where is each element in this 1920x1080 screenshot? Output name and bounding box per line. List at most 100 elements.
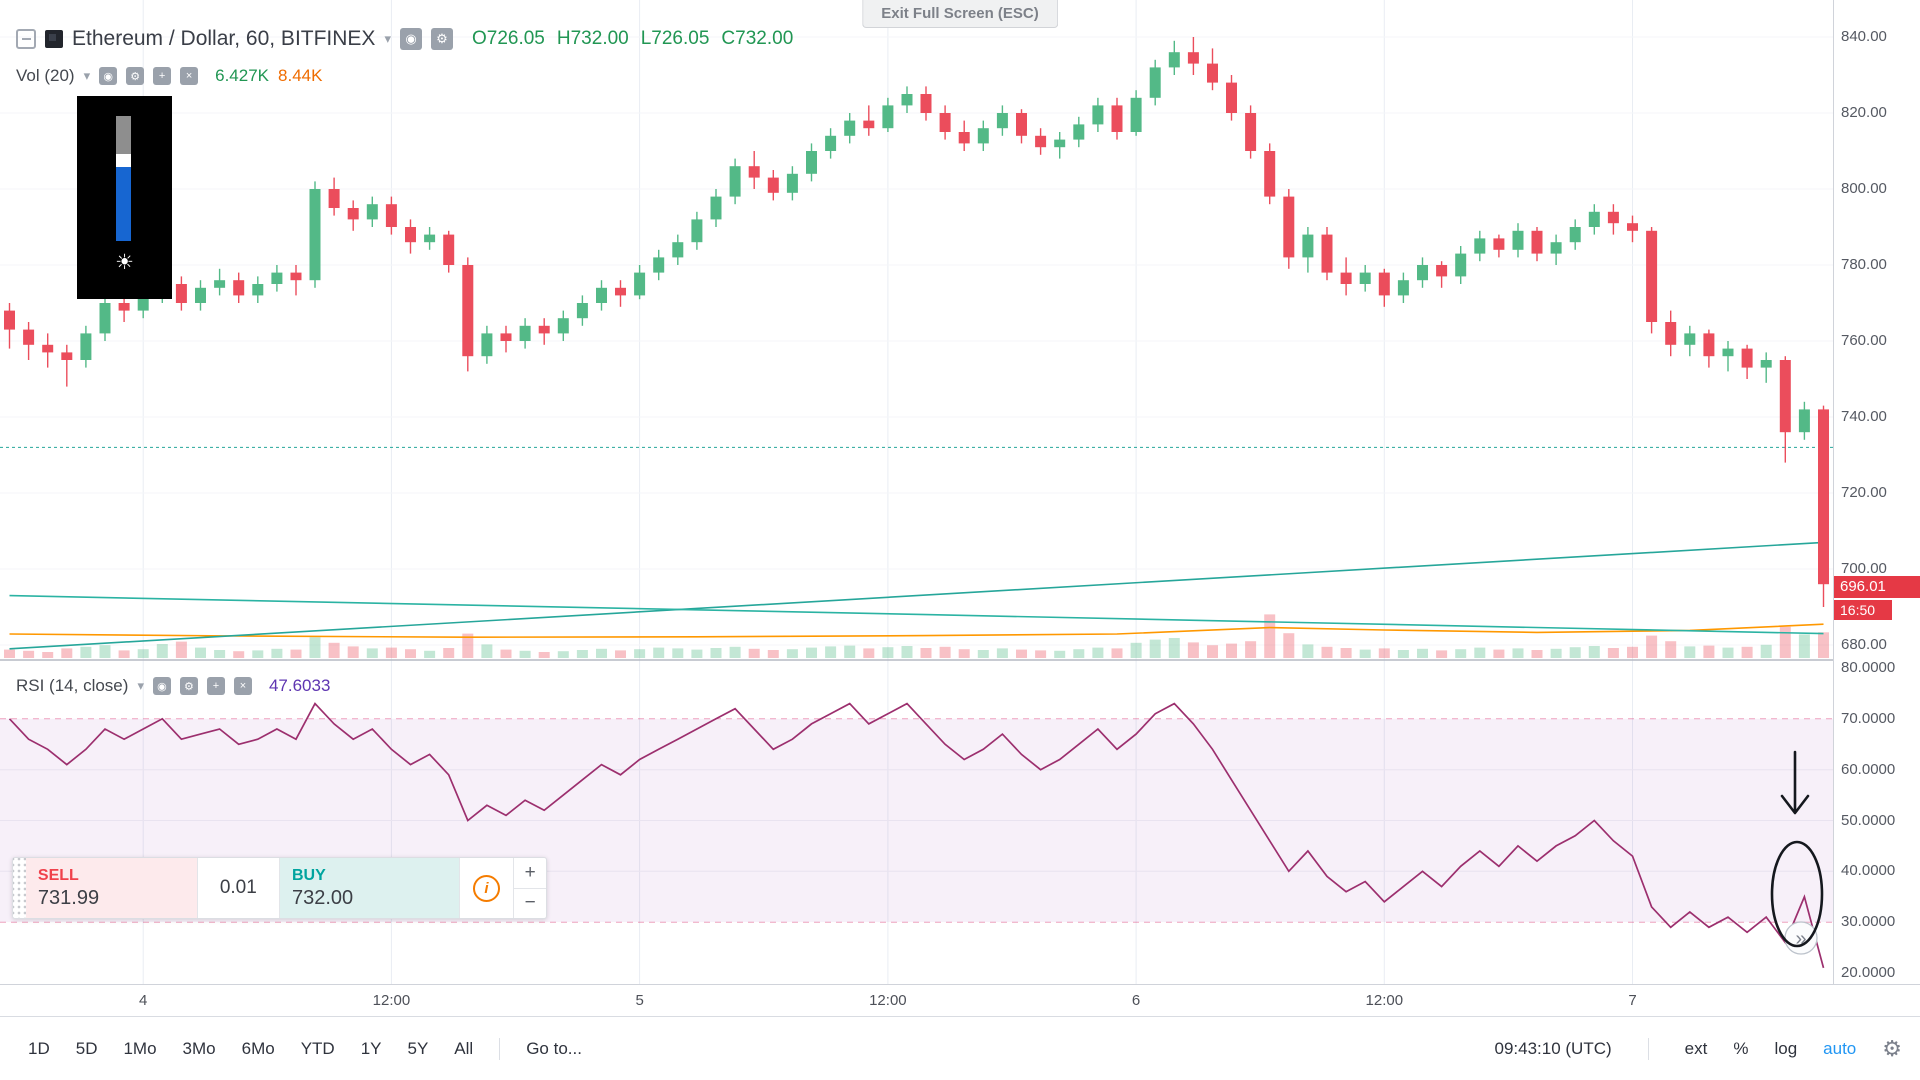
time-axis-label: 7 xyxy=(1628,992,1637,1009)
slider-segment-gray xyxy=(116,116,131,154)
slider-thumb[interactable] xyxy=(116,154,131,167)
goto-button[interactable]: Go to... xyxy=(526,1038,582,1058)
eye-icon[interactable]: ◉ xyxy=(152,677,171,695)
log-toggle[interactable]: log xyxy=(1774,1038,1798,1058)
ellipse-drawing xyxy=(1770,840,1824,948)
ext-toggle[interactable]: ext xyxy=(1684,1038,1708,1058)
range-button-1Mo[interactable]: 1Mo xyxy=(123,1038,157,1058)
range-button-1D[interactable]: 1D xyxy=(28,1038,50,1058)
sell-price: 731.99 xyxy=(37,886,100,909)
ohlc-open: O726.05 xyxy=(471,28,545,49)
symbol-title[interactable]: Ethereum / Dollar, 60, BITFINEX xyxy=(72,27,376,50)
info-icon: i xyxy=(472,874,500,902)
brightness-icon[interactable]: ☀ xyxy=(115,251,134,274)
slider-segment-blue xyxy=(116,167,131,241)
time-axis[interactable]: 4 12:00 5 12:00 6 12:00 7 xyxy=(0,984,1920,1016)
buy-price: 732.00 xyxy=(292,886,354,909)
clock[interactable]: 09:43:10 (UTC) xyxy=(1494,1038,1612,1058)
gear-icon[interactable]: ⚙ xyxy=(430,28,453,50)
chevron-down-icon[interactable]: ▾ xyxy=(384,31,391,46)
range-button-5Y[interactable]: 5Y xyxy=(407,1038,429,1058)
sell-label: SELL xyxy=(37,866,79,884)
time-axis-label: 12:00 xyxy=(372,992,411,1009)
rsi-line xyxy=(8,702,1825,969)
volume-indicator-label[interactable]: Vol (20) xyxy=(16,66,75,85)
volume-ma-value: 8.44K xyxy=(278,66,323,85)
range-button-YTD[interactable]: YTD xyxy=(300,1038,335,1058)
ohlc-low: L726.05 xyxy=(640,28,710,49)
trade-panel: SELL 731.99 0.01 BUY 732.00 i + − xyxy=(12,857,547,919)
range-button-1Y[interactable]: 1Y xyxy=(360,1038,382,1058)
sell-button[interactable]: SELL 731.99 xyxy=(25,858,197,918)
close-icon[interactable]: × xyxy=(180,67,199,85)
instrument-icon xyxy=(45,30,63,48)
grid xyxy=(0,0,1833,984)
ohlc-close: C732.00 xyxy=(721,28,794,49)
range-button-6Mo[interactable]: 6Mo xyxy=(241,1038,275,1058)
auto-toggle[interactable]: auto xyxy=(1823,1038,1857,1058)
volume-ma-line xyxy=(9,623,1824,639)
range-switcher: 1D 5D 1Mo 3Mo 6Mo YTD 1Y 5Y All Go to... xyxy=(18,1033,592,1065)
collapse-pane-button[interactable] xyxy=(16,29,36,49)
drag-handle[interactable] xyxy=(13,858,26,918)
eye-icon[interactable]: ◉ xyxy=(99,67,118,85)
chevron-down-icon[interactable]: ▾ xyxy=(137,678,144,693)
ohlc-readout: O726.05 H732.00 L726.05 C732.00 xyxy=(472,28,793,50)
separator xyxy=(1647,1037,1649,1060)
quantity-field[interactable]: 0.01 xyxy=(196,858,280,918)
plus-icon[interactable]: + xyxy=(206,677,225,695)
buy-label: BUY xyxy=(292,866,326,884)
time-axis-label: 12:00 xyxy=(1365,992,1404,1009)
buy-button[interactable]: BUY 732.00 xyxy=(280,858,459,918)
percent-toggle[interactable]: % xyxy=(1733,1038,1749,1058)
range-button-5D[interactable]: 5D xyxy=(75,1038,98,1058)
double-chevron-icon: » xyxy=(1795,928,1806,950)
exit-fullscreen-tooltip[interactable]: Exit Full Screen (ESC) xyxy=(862,0,1058,28)
volume-value: 6.427K xyxy=(215,66,270,85)
rsi-axis-label: 20.0000 xyxy=(1841,964,1896,981)
brightness-slider-panel[interactable]: ☀ xyxy=(77,96,172,299)
ohlc-high: H732.00 xyxy=(556,28,629,49)
rsi-axis-label: 30.0000 xyxy=(1841,913,1896,931)
chevron-down-icon[interactable]: ▾ xyxy=(83,68,91,83)
increase-quantity-button[interactable]: + xyxy=(514,858,547,889)
volume-legend: Vol (20) ▾ ◉ ⚙ + × 6.427K 8.44K xyxy=(16,64,322,88)
ma-overlays xyxy=(9,541,1824,650)
bottom-toolbar: 1D 5D 1Mo 3Mo 6Mo YTD 1Y 5Y All Go to... 09:43:1… xyxy=(0,1016,1920,1080)
price-axis-label: 800.00 xyxy=(1841,180,1887,197)
range-button-3Mo[interactable]: 3Mo xyxy=(182,1038,216,1058)
settings-gear-icon[interactable]: ⚙ xyxy=(1882,1035,1902,1061)
rsi-indicator-label[interactable]: RSI (14, close) xyxy=(16,676,129,695)
gear-icon[interactable]: ⚙ xyxy=(179,677,198,695)
candlestick-series xyxy=(4,37,1829,607)
eye-icon[interactable]: ◉ xyxy=(399,28,422,50)
chart-legend: Ethereum / Dollar, 60, BITFINEX ▾ ◉ ⚙ O7… xyxy=(16,24,793,54)
trade-info-button[interactable]: i xyxy=(458,858,514,918)
plus-icon[interactable]: + xyxy=(153,67,172,85)
volume-series xyxy=(4,614,1829,658)
chart-canvas[interactable]: » xyxy=(0,0,1920,984)
time-axis-label: 6 xyxy=(1131,992,1141,1009)
time-axis-label: 12:00 xyxy=(869,992,907,1009)
rsi-axis-label: 60.0000 xyxy=(1841,760,1896,778)
minus-icon xyxy=(21,38,31,40)
time-axis-label: 5 xyxy=(635,992,644,1009)
rsi-axis-label: 40.0000 xyxy=(1841,862,1896,880)
rsi-value: 47.6033 xyxy=(268,676,331,695)
price-axis[interactable]: 840.00 820.00 800.00 780.00 760.00 740.00 720.… xyxy=(1833,0,1920,984)
decrease-quantity-button[interactable]: − xyxy=(524,892,536,914)
range-button-All[interactable]: All xyxy=(454,1038,474,1058)
user-drawings[interactable] xyxy=(1770,750,1824,948)
opacity-slider[interactable] xyxy=(116,116,131,241)
last-price-tag: 696.01 xyxy=(1834,576,1920,598)
arrow-down-drawing xyxy=(1780,750,1810,815)
close-icon[interactable]: × xyxy=(233,677,252,695)
price-axis-label: 780.00 xyxy=(1841,256,1887,273)
rsi-axis-label: 80.0000 xyxy=(1841,659,1896,676)
rsi-legend: RSI (14, close) ▾ ◉ ⚙ + × 47.6033 xyxy=(16,674,330,698)
price-axis-label: 820.00 xyxy=(1841,104,1887,121)
more-chevrons-button[interactable]: » xyxy=(1784,921,1818,955)
time-axis-label: 4 xyxy=(139,992,148,1009)
gear-icon[interactable]: ⚙ xyxy=(126,67,145,85)
